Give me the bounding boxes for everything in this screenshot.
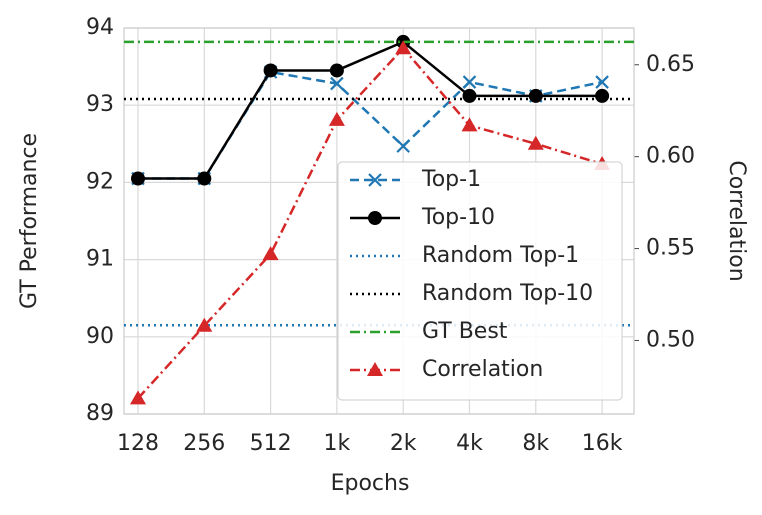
marker	[328, 111, 345, 126]
legend-label: GT Best	[422, 319, 508, 344]
marker	[395, 40, 412, 55]
x-tick-label: 2k	[390, 431, 417, 456]
x-tick-label: 128	[117, 431, 159, 456]
marker	[396, 139, 410, 153]
y2-tick-label: 0.55	[646, 236, 695, 261]
legend-box	[337, 161, 623, 401]
x-tick-label: 4k	[456, 431, 483, 456]
marker	[330, 76, 344, 91]
marker	[263, 63, 278, 78]
x-tick-label: 512	[250, 431, 292, 456]
y2-axis-label: Correlation	[724, 160, 749, 281]
series-line	[138, 40, 603, 180]
y-tick-label: 89	[86, 401, 114, 426]
y-tick-label: 93	[86, 92, 114, 117]
y-tick-label: 92	[86, 169, 114, 194]
legend-label: Random Top-1	[422, 243, 579, 268]
legend-label: Top-1	[421, 167, 481, 192]
marker	[197, 171, 212, 186]
marker	[368, 211, 382, 225]
x-tick-label: 8k	[522, 431, 549, 456]
x-tick-label: 16k	[582, 431, 623, 456]
marker	[462, 75, 477, 89]
marker	[461, 117, 478, 132]
y2-tick-label: 0.65	[646, 52, 695, 77]
y-tick-label: 90	[86, 324, 114, 349]
marker	[462, 88, 477, 103]
x-tick-label: 256	[183, 431, 225, 456]
y2-tick-label: 0.50	[646, 327, 695, 352]
series-line	[137, 46, 603, 400]
marker	[368, 173, 382, 187]
y2-tick-label: 0.60	[646, 144, 695, 169]
marker	[130, 390, 146, 405]
marker	[329, 63, 344, 78]
marker	[528, 88, 543, 103]
x-axis-label: Epochs	[331, 471, 410, 496]
y-tick-label: 94	[86, 15, 114, 40]
marker	[262, 246, 279, 261]
marker	[595, 88, 610, 103]
marker	[527, 135, 544, 150]
y-tick-label: 91	[86, 247, 114, 272]
marker	[595, 75, 609, 89]
legend-label: Random Top-10	[422, 281, 593, 306]
x-tick-label: 1k	[324, 431, 351, 456]
marker	[196, 317, 213, 332]
marker	[131, 171, 145, 186]
marker	[367, 362, 383, 376]
legend: Top-1 Top-10 Random Top-1 Random Top-10 GT B…	[337, 161, 623, 401]
legend-label: Correlation	[422, 357, 543, 382]
legend-label: Top-10	[421, 205, 495, 230]
y-axis-label: GT Performance	[17, 133, 42, 309]
plot-area	[123, 27, 635, 415]
